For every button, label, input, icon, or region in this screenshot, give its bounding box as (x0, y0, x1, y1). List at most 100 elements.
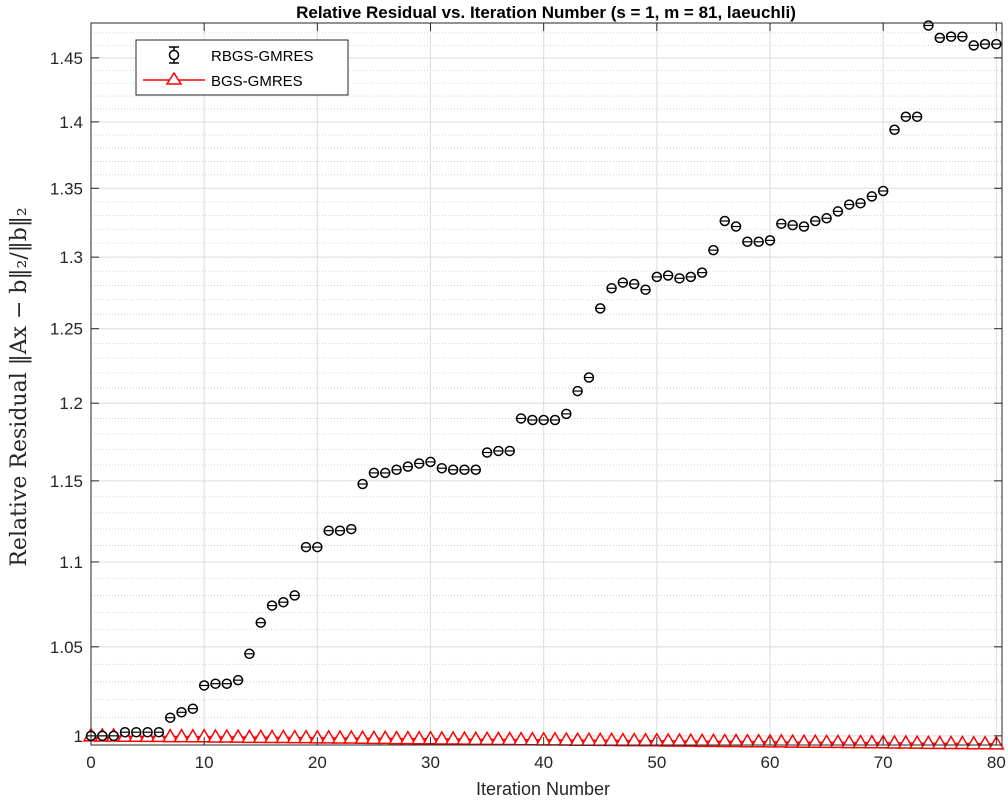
rbgs-gmres-point (493, 445, 504, 457)
rbgs-gmres-point (391, 464, 402, 476)
bgs-gmres-marker (263, 729, 281, 744)
rbgs-gmres-point (957, 31, 968, 42)
rbgs-gmres-point (255, 617, 267, 628)
bgs-gmres-marker (354, 729, 371, 744)
rbgs-gmres-point (346, 523, 357, 535)
rbgs-gmres-point (595, 303, 606, 314)
rbgs-gmres-point (334, 525, 346, 536)
rbgs-gmres-point (119, 726, 131, 738)
grid-lines (90, 23, 1002, 745)
y-axis-ticks: 1 1.05 1.1 1.15 1.2 1.25 1.3 1.35 1.4 1.45 (50, 49, 1002, 746)
rbgs-gmres-point (368, 467, 380, 479)
bgs-gmres-marker (410, 730, 428, 745)
bgs-gmres-marker (376, 729, 394, 745)
rbgs-gmres-point (606, 283, 617, 294)
bgs-gmres-marker (342, 729, 360, 744)
bgs-gmres-marker (727, 733, 745, 748)
bgs-gmres-marker (388, 730, 405, 745)
bgs-gmres-marker (275, 729, 292, 744)
rbgs-gmres-point (481, 447, 493, 458)
rbgs-gmres-point (810, 215, 821, 227)
x-tick-label: 80 (987, 753, 1006, 772)
rbgs-gmres-point (572, 385, 583, 397)
y-axis-label: Relative Residual ‖Ax − b‖₂/‖b‖₂ (7, 207, 32, 566)
rbgs-gmres-point (459, 464, 470, 476)
rbgs-gmres-point (674, 273, 685, 284)
rbgs-gmres-point (651, 271, 663, 283)
x-tick-label: 40 (534, 753, 553, 772)
y-tick-label: 1.35 (50, 179, 83, 198)
rbgs-gmres-point (266, 600, 278, 611)
bgs-gmres-marker (241, 728, 258, 744)
y-tick-label: 1.2 (59, 394, 83, 413)
legend-label-rbgs: RBGS-GMRES (211, 48, 314, 65)
bgs-gmres-marker (784, 733, 801, 748)
rbgs-gmres-point (685, 271, 697, 283)
bgs-gmres-marker (218, 728, 236, 743)
rbgs-gmres-point (436, 462, 448, 474)
rbgs-gmres-point (855, 197, 866, 209)
rbgs-gmres-point (312, 541, 323, 553)
rbgs-gmres-point (515, 413, 527, 424)
rbgs-gmres-point (300, 541, 312, 553)
x-tick-label: 60 (761, 753, 780, 772)
rbgs-gmres-point (708, 244, 719, 256)
bgs-gmres-marker (705, 732, 722, 748)
legend: RBGS-GMRES BGS-GMRES (135, 39, 349, 96)
bgs-gmres-marker (456, 730, 473, 745)
rbgs-gmres-point (549, 414, 561, 426)
y-tick-label: 1.1 (59, 553, 83, 572)
rbgs-gmres-point (447, 464, 459, 476)
rbgs-gmres-point (832, 206, 844, 217)
rbgs-gmres-point (198, 680, 210, 691)
rbgs-gmres-point (561, 408, 572, 420)
bgs-gmres-marker (716, 733, 734, 748)
plot-area (91, 23, 1002, 745)
rbgs-gmres-point (289, 590, 300, 601)
x-axis-label: Iteration Number (476, 779, 610, 799)
rbgs-gmres-point (210, 678, 221, 689)
bgs-gmres-marker (297, 729, 315, 744)
rbgs-gmres-point (153, 726, 165, 738)
rbgs-gmres-point (798, 221, 810, 232)
bgs-gmres-marker (806, 733, 824, 749)
rbgs-gmres-point (187, 703, 199, 714)
y-tick-label: 1.4 (59, 113, 83, 132)
rbgs-gmres-point (278, 596, 289, 608)
rbgs-gmres-point (730, 221, 742, 232)
rbgs-gmres-point (323, 525, 334, 536)
rbgs-gmres-point (923, 20, 934, 31)
rbgs-gmres-point (164, 712, 176, 723)
y-tick-label: 1.05 (50, 638, 83, 657)
rbgs-gmres-point (911, 111, 923, 122)
y-tick-label: 1.45 (50, 49, 83, 68)
rbgs-gmres-point (470, 464, 482, 476)
chart-title: Relative Residual vs. Iteration Number (… (296, 3, 796, 22)
bgs-gmres-marker (750, 733, 767, 748)
bgs-gmres-marker (954, 735, 971, 750)
bgs-gmres-marker (773, 733, 790, 748)
rbgs-gmres-point (821, 213, 832, 224)
rbgs-gmres-point (979, 38, 991, 50)
rbgs-gmres-point (617, 277, 629, 288)
bgs-gmres-marker (229, 728, 247, 743)
rbgs-gmres-point (889, 124, 900, 136)
bgs-gmres-marker (444, 730, 462, 745)
legend-box (135, 39, 349, 96)
bgs-gmres-marker (173, 728, 190, 743)
rbgs-gmres-point (221, 678, 233, 689)
rbgs-gmres-point (232, 674, 244, 686)
bgs-gmres-marker (637, 732, 654, 747)
rbgs-gmres-point (628, 278, 640, 290)
rbgs-gmres-point (662, 270, 674, 281)
bgs-gmres-marker (331, 729, 349, 744)
bgs-gmres-marker (942, 735, 960, 750)
rbgs-gmres-point (142, 726, 153, 738)
axes-box (90, 22, 1003, 746)
bgs-gmres-marker (818, 733, 835, 749)
y-tick-label: 1.25 (50, 320, 83, 339)
rbgs-gmres-point (131, 726, 142, 738)
rbgs-gmres-point (108, 730, 119, 742)
bgs-gmres-marker (682, 732, 700, 747)
bgs-gmres-marker (659, 732, 677, 747)
